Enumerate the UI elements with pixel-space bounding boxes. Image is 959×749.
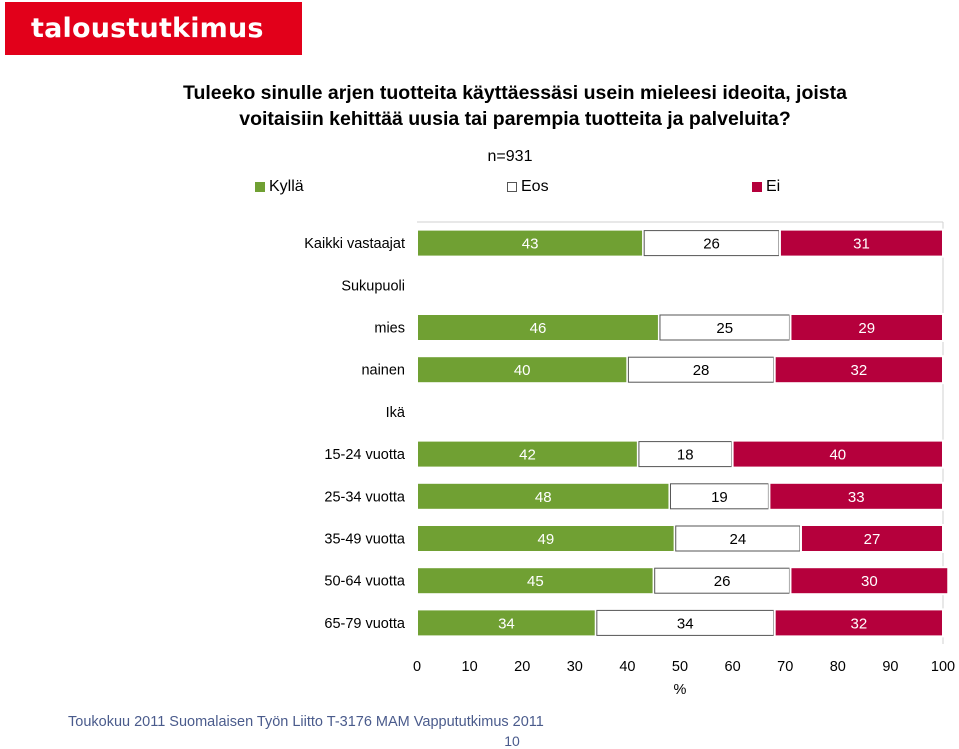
- data-label-15-24-vuotta-kyllä: 42: [519, 447, 536, 464]
- row-label-mies: mies: [374, 321, 405, 337]
- bar-outline-15-24-vuotta-eos: [638, 441, 733, 468]
- bar-50-64-vuotta-ei: [789, 566, 950, 596]
- row-label-25-34-vuotta: 25-34 vuotta: [324, 489, 406, 505]
- page-number: 10: [504, 733, 520, 749]
- row-label-kaikki-vastaajat: Kaikki vastaajat: [304, 236, 405, 252]
- legend-item-ei: Ei: [752, 178, 780, 196]
- bar-65-79-vuotta-ei: [773, 608, 944, 638]
- row-label-35-49-vuotta: 35-49 vuotta: [324, 532, 406, 548]
- x-tick-label-90: 90: [882, 659, 898, 675]
- bar-50-64-vuotta-kyllä: [416, 566, 655, 596]
- bar-kaikki-vastaajat-ei: [778, 228, 944, 258]
- bar-65-79-vuotta-kyllä: [416, 608, 597, 638]
- data-label-25-34-vuotta-ei: 33: [848, 489, 865, 506]
- data-label-mies-eos: 25: [716, 320, 733, 337]
- row-label-15-24-vuotta: 15-24 vuotta: [324, 447, 406, 463]
- legend-label-kylla: Kyllä: [269, 178, 304, 195]
- x-tick-label-80: 80: [830, 659, 846, 675]
- bar-mies-ei: [789, 313, 945, 342]
- x-axis-label: %: [674, 682, 687, 698]
- chart-title-line-2: voitaisiin kehittää uusia tai parempia t…: [239, 108, 791, 130]
- data-label-kaikki-vastaajat-ei: 31: [853, 236, 870, 253]
- x-tick-label-40: 40: [619, 659, 635, 675]
- bar-nainen-ei: [773, 355, 944, 385]
- bar-15-24-vuotta-kyllä: [416, 439, 639, 469]
- bar-15-24-vuotta-ei: [731, 439, 944, 469]
- data-label-nainen-kyllä: 40: [514, 362, 531, 379]
- row-label-50-64-vuotta: 50-64 vuotta: [324, 574, 406, 590]
- data-label-65-79-vuotta-ei: 32: [850, 615, 867, 632]
- data-label-nainen-ei: 32: [850, 362, 867, 379]
- sample-size: n=931: [487, 148, 533, 165]
- legend-item-kylla: Kyllä: [255, 178, 304, 196]
- data-label-15-24-vuotta-ei: 40: [829, 447, 846, 464]
- bar-kaikki-vastaajat-eos: [642, 228, 781, 258]
- data-label-35-49-vuotta-eos: 24: [730, 531, 747, 548]
- bar-nainen-kyllä: [416, 355, 629, 385]
- row-label-sukupuoli: Sukupuoli: [341, 278, 405, 294]
- bar-nainen-eos: [626, 355, 776, 385]
- bar-25-34-vuotta-ei: [768, 481, 944, 511]
- data-label-25-34-vuotta-eos: 19: [711, 489, 728, 506]
- legend-swatch-ei: [752, 182, 762, 192]
- data-label-kaikki-vastaajat-kyllä: 43: [522, 236, 539, 253]
- x-tick-label-100: 100: [931, 659, 955, 675]
- row-label-nainen: nainen: [361, 363, 405, 379]
- x-tick-label-0: 0: [413, 659, 421, 675]
- data-label-50-64-vuotta-ei: 30: [861, 573, 878, 590]
- data-label-50-64-vuotta-eos: 26: [714, 573, 731, 590]
- bar-25-34-vuotta-eos: [668, 481, 771, 511]
- bar-kaikki-vastaajat-kyllä: [416, 228, 645, 258]
- data-label-mies-kyllä: 46: [530, 320, 547, 337]
- data-label-kaikki-vastaajat-eos: 26: [703, 236, 720, 253]
- bar-35-49-vuotta-kyllä: [416, 524, 676, 553]
- data-label-nainen-eos: 28: [693, 362, 710, 379]
- x-tick-label-50: 50: [672, 659, 688, 675]
- data-label-65-79-vuotta-kyllä: 34: [498, 615, 515, 632]
- legend-label-ei: Ei: [766, 178, 781, 195]
- x-tick-label-30: 30: [567, 659, 583, 675]
- row-label-ikä: Ikä: [386, 405, 406, 421]
- x-tick-label-10: 10: [462, 659, 478, 675]
- data-label-50-64-vuotta-kyllä: 45: [527, 573, 544, 590]
- data-label-35-49-vuotta-ei: 27: [864, 531, 881, 548]
- data-label-25-34-vuotta-kyllä: 48: [535, 489, 552, 506]
- bar-outline-50-64-vuotta-eos: [654, 567, 790, 594]
- row-label-65-79-vuotta: 65-79 vuotta: [324, 616, 406, 632]
- bar-mies-eos: [657, 313, 792, 342]
- legend-swatch-eos: [507, 182, 517, 192]
- data-label-mies-ei: 29: [858, 320, 875, 337]
- x-tick-label-20: 20: [514, 659, 530, 675]
- data-label-35-49-vuotta-kyllä: 49: [538, 531, 555, 548]
- bar-outline-mies-eos: [659, 314, 790, 341]
- data-label-15-24-vuotta-eos: 18: [677, 447, 694, 464]
- legend-label-eos: Eos: [521, 178, 549, 195]
- taloustutkimus-logo: taloustutkimus oy: [5, 2, 302, 97]
- chart-title: Tuleeko sinulle arjen tuotteita käyttäes…: [150, 80, 880, 132]
- data-label-65-79-vuotta-eos: 34: [677, 615, 694, 632]
- legend-item-eos: Eos: [507, 178, 549, 196]
- footer-text: Toukokuu 2011 Suomalaisen Työn Liitto T-…: [68, 714, 544, 730]
- bar-35-49-vuotta-ei: [799, 524, 944, 553]
- bar-outline-35-49-vuotta-eos: [675, 525, 801, 552]
- x-tick-label-70: 70: [777, 659, 793, 675]
- chart-title-line-1: Tuleeko sinulle arjen tuotteita käyttäes…: [183, 82, 847, 104]
- legend-swatch-kylla: [255, 182, 265, 192]
- bar-15-24-vuotta-eos: [636, 439, 734, 469]
- x-tick-label-60: 60: [725, 659, 741, 675]
